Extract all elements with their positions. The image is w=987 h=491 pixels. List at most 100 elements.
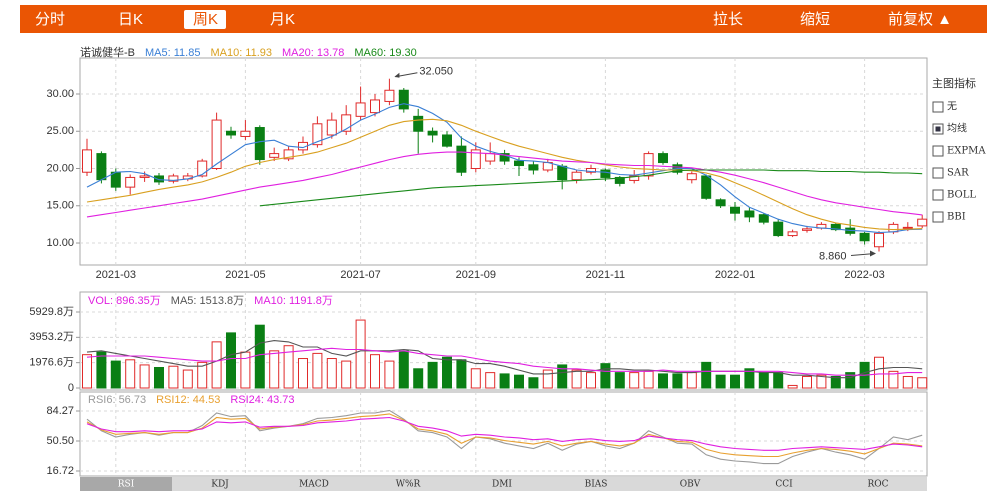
sidebar-option[interactable]: EXPMA: [947, 146, 986, 157]
volume-bar: [96, 351, 107, 389]
ma-line: [259, 169, 923, 207]
candle-body: [168, 175, 179, 182]
candle-body: [485, 153, 496, 162]
indicator-tab-active: [80, 477, 172, 491]
volume-bar: [701, 361, 712, 389]
volume-bar: [888, 370, 899, 389]
candle-body: [456, 145, 467, 173]
indicator-tab[interactable]: KDJ: [211, 480, 229, 490]
rsi-line: [86, 409, 923, 465]
checkbox[interactable]: [932, 189, 944, 201]
volume-panel: [79, 291, 928, 391]
x-tick-label: 2021-11: [586, 269, 626, 281]
y-tick-label: 20.00: [46, 162, 74, 174]
candle-body: [197, 160, 208, 177]
checkbox[interactable]: [932, 167, 944, 179]
indicator-tab[interactable]: W%R: [396, 480, 421, 490]
sidebar-option[interactable]: 无: [947, 102, 957, 113]
rsi-line: [86, 416, 923, 451]
candle-body: [240, 130, 251, 137]
legend-entry: MA10: 11.93: [210, 47, 272, 59]
candle-body: [643, 153, 654, 177]
indicator-tab-bar: [80, 477, 927, 491]
y-tick-label: 84.27: [46, 405, 74, 417]
x-tick-label: 2022-01: [715, 269, 755, 281]
legend-entry: RSI6: 56.73: [88, 394, 146, 406]
volume-bar: [614, 372, 625, 389]
checkbox[interactable]: [932, 101, 944, 113]
legend-entry: MA5: 11.85: [145, 47, 200, 59]
candle-body: [384, 89, 395, 102]
candle-body: [830, 223, 841, 231]
rsi-panel: [79, 391, 928, 477]
indicator-tab[interactable]: RSI: [118, 480, 135, 490]
indicator-tab[interactable]: BIAS: [585, 480, 608, 490]
toolbar-action[interactable]: 缩短: [800, 11, 830, 28]
candle-body: [600, 169, 611, 178]
arrow-head: [870, 250, 876, 257]
candle-body: [413, 115, 424, 132]
annotation: 32.050: [419, 66, 453, 78]
volume-bar: [542, 369, 553, 389]
volume-bar: [557, 364, 568, 389]
candle-body: [442, 134, 452, 147]
volume-bar: [470, 368, 481, 389]
volume-bar: [398, 350, 409, 389]
volume-bar: [499, 373, 510, 389]
volume-bar: [326, 358, 337, 389]
toolbar-tab[interactable]: 周K: [193, 11, 218, 28]
volume-bar: [744, 368, 755, 389]
candle-body: [269, 153, 280, 158]
toolbar-tab[interactable]: 日K: [118, 11, 143, 28]
volume-bar: [341, 360, 352, 389]
indicator-tab[interactable]: OBV: [680, 480, 701, 490]
volume-bar: [211, 341, 222, 389]
toolbar-tab[interactable]: 月K: [270, 11, 295, 28]
y-tick-label: 5929.8万: [29, 306, 74, 318]
sidebar-option[interactable]: BBI: [947, 212, 966, 223]
candle-body: [226, 130, 236, 136]
volume-bar: [629, 372, 640, 389]
y-tick-label: 3953.2万: [29, 331, 74, 343]
volume-bar: [802, 375, 812, 389]
y-tick-label: 25.00: [46, 125, 74, 137]
volume-bar: [571, 369, 582, 389]
candle-body: [370, 99, 380, 114]
chart-title: 诺诚健华-B: [80, 45, 135, 59]
indicator-tab[interactable]: MACD: [299, 480, 329, 490]
sidebar-option[interactable]: SAR: [947, 168, 969, 179]
toolbar: [20, 5, 987, 33]
volume-bar: [917, 377, 928, 389]
indicator-tab[interactable]: CCI: [775, 480, 793, 490]
candle-body: [528, 164, 539, 171]
toolbar-action[interactable]: 拉长: [713, 11, 743, 28]
toolbar-action[interactable]: 前复权 ▲: [888, 10, 952, 28]
sidebar-option[interactable]: BOLL: [947, 190, 976, 201]
candle-body: [82, 149, 92, 173]
volume-bar: [816, 374, 827, 389]
volume-bar: [442, 356, 452, 389]
volume-bar: [370, 354, 380, 389]
toolbar-tab[interactable]: 分时: [35, 11, 65, 28]
volume-bar: [182, 369, 193, 389]
candle-body: [874, 232, 884, 248]
indicator-tab[interactable]: ROC: [867, 480, 888, 490]
volume-bar: [672, 373, 683, 389]
candle-body: [557, 165, 568, 181]
checkbox[interactable]: [932, 145, 944, 157]
indicator-tab[interactable]: DMI: [492, 480, 512, 490]
volume-bar: [139, 364, 150, 389]
y-tick-label: 1976.6万: [29, 357, 74, 369]
volume-bar: [658, 373, 668, 389]
sidebar-option[interactable]: 均线: [947, 122, 967, 135]
candle-body: [398, 89, 409, 110]
arrow-head: [394, 72, 400, 78]
checkbox[interactable]: [932, 211, 944, 223]
y-tick-label: 16.72: [46, 465, 74, 477]
volume-bar: [283, 345, 294, 389]
candle-body: [355, 102, 366, 117]
volume-bar: [514, 374, 524, 389]
y-tick-label: 50.50: [46, 435, 74, 447]
candle-body: [730, 206, 740, 214]
volume-bar: [168, 365, 179, 389]
